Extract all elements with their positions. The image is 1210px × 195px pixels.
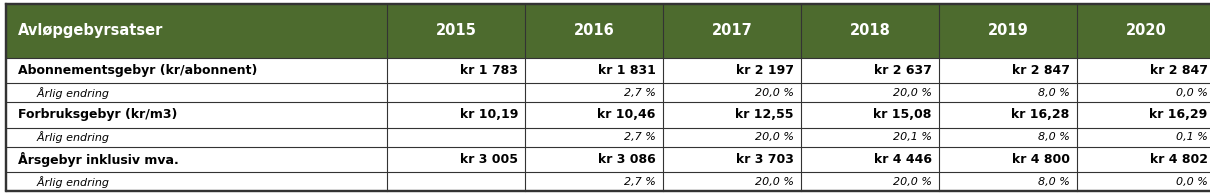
Text: 8,0 %: 8,0 % xyxy=(1038,177,1070,187)
Text: 20,0 %: 20,0 % xyxy=(893,177,932,187)
Text: Abonnementsgebyr (kr/abonnent): Abonnementsgebyr (kr/abonnent) xyxy=(18,64,258,77)
Text: 0,0 %: 0,0 % xyxy=(1176,177,1208,187)
Text: kr 4 446: kr 4 446 xyxy=(874,153,932,166)
Text: 0,1 %: 0,1 % xyxy=(1176,132,1208,142)
Text: kr 3 005: kr 3 005 xyxy=(460,153,518,166)
Text: 2,7 %: 2,7 % xyxy=(624,177,656,187)
Text: 2017: 2017 xyxy=(711,23,753,38)
Bar xyxy=(6,4,1210,58)
Text: 2016: 2016 xyxy=(574,23,615,38)
Text: Avløpgebyrsatser: Avløpgebyrsatser xyxy=(18,23,163,38)
Text: 2019: 2019 xyxy=(987,23,1028,38)
Text: 8,0 %: 8,0 % xyxy=(1038,88,1070,98)
Text: kr 3 086: kr 3 086 xyxy=(598,153,656,166)
Text: kr 1 783: kr 1 783 xyxy=(460,64,518,77)
Text: Årlig endring: Årlig endring xyxy=(30,176,109,188)
Text: 2018: 2018 xyxy=(849,23,891,38)
Bar xyxy=(6,172,1210,191)
Bar xyxy=(6,58,1210,83)
Text: Forbruksgebyr (kr/m3): Forbruksgebyr (kr/m3) xyxy=(18,108,178,121)
Text: 0,0 %: 0,0 % xyxy=(1176,88,1208,98)
Text: kr 4 800: kr 4 800 xyxy=(1012,153,1070,166)
Text: 2,7 %: 2,7 % xyxy=(624,132,656,142)
Text: kr 16,29: kr 16,29 xyxy=(1150,108,1208,121)
Text: kr 12,55: kr 12,55 xyxy=(736,108,794,121)
Text: 2015: 2015 xyxy=(436,23,477,38)
Text: kr 2 847: kr 2 847 xyxy=(1150,64,1208,77)
Text: kr 1 831: kr 1 831 xyxy=(598,64,656,77)
Text: kr 15,08: kr 15,08 xyxy=(874,108,932,121)
Text: 20,0 %: 20,0 % xyxy=(755,177,794,187)
Text: kr 3 703: kr 3 703 xyxy=(736,153,794,166)
Text: 2020: 2020 xyxy=(1125,23,1166,38)
Text: 20,0 %: 20,0 % xyxy=(755,88,794,98)
Bar xyxy=(6,128,1210,147)
Text: kr 10,19: kr 10,19 xyxy=(460,108,518,121)
Bar xyxy=(6,147,1210,172)
Text: kr 4 802: kr 4 802 xyxy=(1150,153,1208,166)
Text: 20,1 %: 20,1 % xyxy=(893,132,932,142)
Text: Årlig endring: Årlig endring xyxy=(30,87,109,99)
Text: 8,0 %: 8,0 % xyxy=(1038,132,1070,142)
Text: kr 2 637: kr 2 637 xyxy=(874,64,932,77)
Text: kr 16,28: kr 16,28 xyxy=(1012,108,1070,121)
Text: kr 2 197: kr 2 197 xyxy=(736,64,794,77)
Text: 20,0 %: 20,0 % xyxy=(893,88,932,98)
Text: Årsgebyr inklusiv mva.: Årsgebyr inklusiv mva. xyxy=(18,152,179,167)
Text: kr 2 847: kr 2 847 xyxy=(1012,64,1070,77)
Text: Årlig endring: Årlig endring xyxy=(30,131,109,143)
Text: 2,7 %: 2,7 % xyxy=(624,88,656,98)
Bar xyxy=(6,83,1210,102)
Text: kr 10,46: kr 10,46 xyxy=(598,108,656,121)
Text: 20,0 %: 20,0 % xyxy=(755,132,794,142)
Bar xyxy=(6,102,1210,128)
